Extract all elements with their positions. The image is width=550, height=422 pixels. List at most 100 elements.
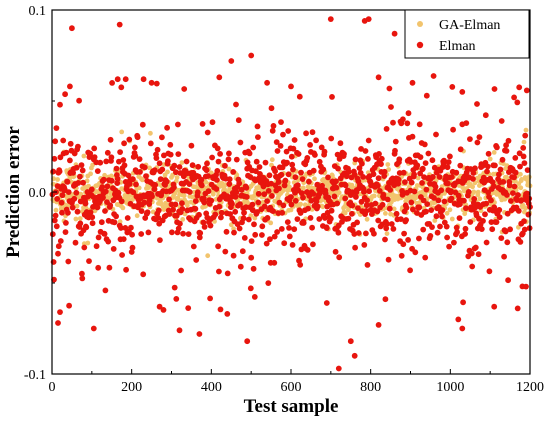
data-point-elman <box>244 338 251 345</box>
data-point-elman <box>476 134 483 141</box>
data-point-elman <box>375 217 382 224</box>
data-point-elman <box>154 146 161 153</box>
data-point-ga-elman <box>185 203 190 208</box>
data-point-elman <box>334 200 341 207</box>
data-point-ga-elman <box>281 188 286 193</box>
y-tick-label: -0.1 <box>24 368 46 383</box>
data-point-elman <box>251 221 257 228</box>
data-point-elman <box>423 208 429 215</box>
data-point-elman <box>127 224 134 231</box>
data-point-elman <box>208 197 215 204</box>
data-point-ga-elman <box>491 150 497 155</box>
data-point-elman <box>233 101 239 108</box>
data-point-elman <box>179 206 186 212</box>
data-point-elman <box>455 192 462 199</box>
data-point-elman <box>429 157 436 164</box>
data-point-elman <box>310 190 317 197</box>
data-point-elman <box>522 132 529 139</box>
data-point-elman <box>141 199 148 206</box>
data-point-ga-elman <box>477 196 483 202</box>
data-point-elman <box>430 73 437 79</box>
x-tick-label: 400 <box>201 380 222 395</box>
data-point-ga-elman <box>148 130 153 136</box>
data-point-ga-elman <box>342 210 348 216</box>
data-point-elman <box>492 162 498 169</box>
data-point-elman <box>284 159 290 166</box>
data-point-elman <box>214 177 220 183</box>
data-point-elman <box>53 223 60 230</box>
data-point-elman <box>408 179 415 186</box>
data-point-elman <box>234 221 241 228</box>
data-point-elman <box>433 213 440 220</box>
data-point-elman <box>215 158 222 165</box>
data-point-elman <box>358 198 365 205</box>
data-point-elman <box>173 169 179 176</box>
data-point-elman <box>448 188 454 195</box>
data-point-elman <box>434 229 441 236</box>
data-point-elman <box>161 152 167 159</box>
data-point-elman <box>383 225 390 232</box>
data-point-elman <box>462 231 468 237</box>
data-point-elman <box>490 183 497 190</box>
data-point-elman <box>235 117 242 124</box>
data-point-elman <box>108 177 115 184</box>
data-point-elman <box>95 234 102 241</box>
data-point-elman <box>482 211 488 218</box>
data-point-elman <box>122 76 129 83</box>
data-point-elman <box>226 181 233 188</box>
data-point-elman <box>349 210 355 217</box>
data-point-elman <box>405 237 411 243</box>
data-point-elman <box>320 166 327 173</box>
data-point-ga-elman <box>134 213 140 219</box>
data-point-elman <box>433 131 439 138</box>
data-point-ga-elman <box>312 176 317 182</box>
data-point-elman <box>336 254 343 261</box>
data-point-elman <box>237 201 243 208</box>
data-point-elman <box>511 94 517 101</box>
data-point-elman <box>151 167 158 174</box>
data-point-elman <box>316 216 323 222</box>
data-point-elman <box>87 150 94 157</box>
data-point-elman <box>511 174 517 181</box>
data-point-elman <box>398 216 404 223</box>
data-point-elman <box>52 212 59 219</box>
data-point-elman <box>366 188 372 195</box>
data-point-elman <box>247 285 254 292</box>
data-point-elman <box>59 192 66 199</box>
data-point-elman <box>453 224 460 231</box>
data-point-elman <box>524 167 531 174</box>
data-point-ga-elman <box>519 177 524 182</box>
data-point-ga-elman <box>102 172 107 178</box>
data-point-elman <box>279 209 286 216</box>
data-point-elman <box>91 145 98 152</box>
data-point-elman <box>448 195 455 202</box>
data-point-elman <box>409 79 416 86</box>
data-point-elman <box>82 200 89 207</box>
data-point-elman <box>352 244 358 251</box>
data-point-elman <box>429 224 435 231</box>
data-point-elman <box>304 247 311 253</box>
data-point-elman <box>398 252 405 259</box>
data-point-ga-elman <box>523 127 529 133</box>
data-point-elman <box>475 251 482 258</box>
data-point-ga-elman <box>179 160 185 166</box>
data-point-elman <box>512 155 519 161</box>
data-point-elman <box>521 218 527 225</box>
data-point-elman <box>274 148 281 154</box>
data-point-elman <box>520 153 527 160</box>
data-point-elman <box>157 237 163 244</box>
data-point-elman <box>447 153 453 160</box>
data-point-elman <box>280 202 287 209</box>
data-point-elman <box>57 238 64 244</box>
data-point-elman <box>238 186 245 193</box>
data-point-elman <box>374 182 381 189</box>
data-point-elman <box>250 144 257 151</box>
data-point-elman <box>167 141 174 148</box>
data-point-elman <box>216 268 222 275</box>
data-point-elman <box>365 16 372 22</box>
data-point-elman <box>514 99 521 106</box>
data-point-elman <box>132 153 139 159</box>
data-point-ga-elman <box>523 205 528 211</box>
data-point-ga-elman <box>364 216 370 222</box>
data-point-elman <box>439 213 445 220</box>
